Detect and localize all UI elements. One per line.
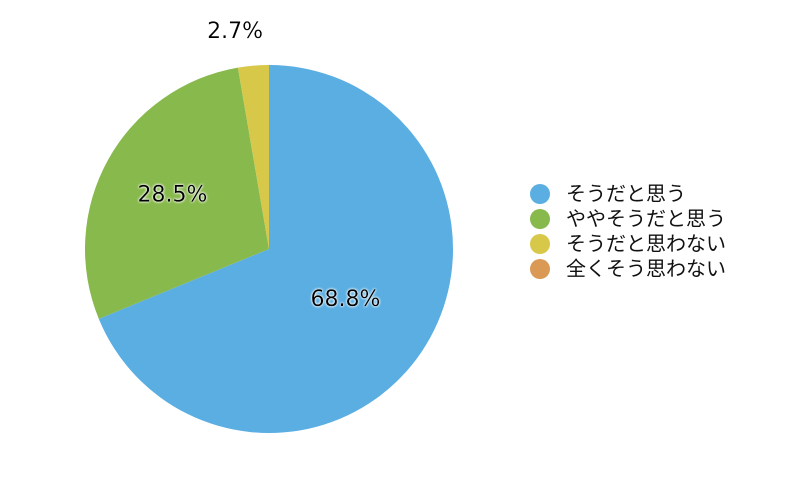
pie-slice xyxy=(237,64,269,249)
legend-marker xyxy=(530,209,550,229)
legend-label: そうだと思わない xyxy=(566,232,726,256)
legend-label: 全くそう思わない xyxy=(566,257,726,281)
legend-marker xyxy=(530,234,550,254)
legend-marker xyxy=(530,184,550,204)
pie-slice xyxy=(98,65,454,433)
legend-label: そうだと思う xyxy=(566,182,686,206)
slice-value-label: 2.7% xyxy=(207,19,263,44)
legend-marker xyxy=(530,259,550,279)
pie-slice xyxy=(85,67,270,319)
pie-value-labels: 68.8% 28.5% 2.7% xyxy=(137,19,380,312)
slice-value-label: 28.5% xyxy=(137,183,207,208)
pie-slices xyxy=(85,64,454,433)
slice-value-label: 68.8% xyxy=(310,287,380,312)
legend-label: ややそうだと思う xyxy=(566,207,726,231)
